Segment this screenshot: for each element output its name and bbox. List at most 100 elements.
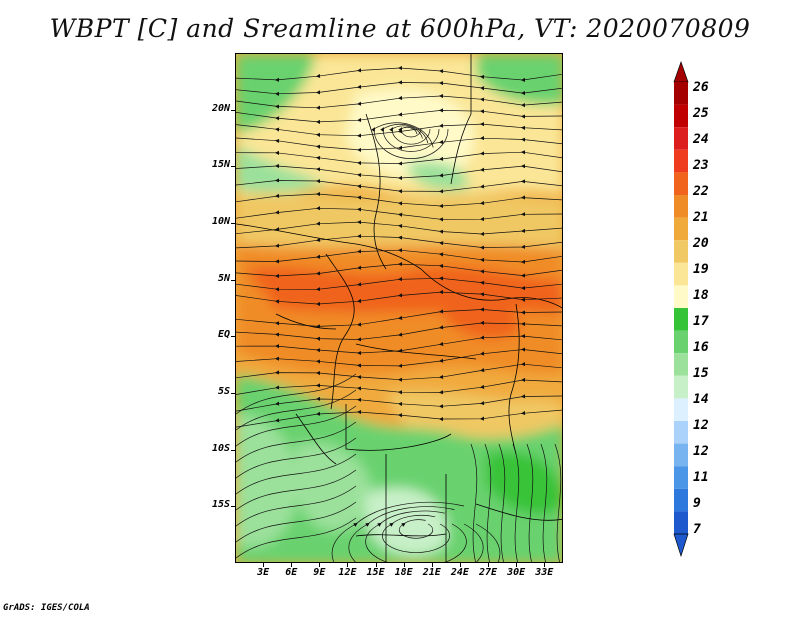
streamline <box>554 443 562 562</box>
colorbar-label: 16 <box>693 340 709 355</box>
streamline <box>236 150 562 166</box>
colorbar-label: 11 <box>693 470 709 485</box>
x-axis-tick <box>544 563 546 567</box>
y-axis-tick <box>231 506 235 508</box>
colorbar-swatch <box>674 217 688 241</box>
x-axis-tick <box>516 563 518 567</box>
colorbar-label: 9 <box>693 496 701 511</box>
colorbar-bottom-arrow <box>673 533 689 558</box>
x-axis-tick <box>291 563 293 567</box>
streamline <box>498 443 506 562</box>
streamline <box>236 485 357 527</box>
y-axis-label: 10S <box>211 442 230 454</box>
y-axis-label: 15N <box>211 159 230 171</box>
streamline <box>348 506 484 562</box>
x-axis-label: 15E <box>366 567 385 578</box>
colorbar-label: 17 <box>693 314 709 329</box>
streamline <box>236 289 562 307</box>
x-axis-label: 12E <box>338 567 357 578</box>
y-axis-tick <box>231 279 235 281</box>
colorbar-label: 18 <box>693 288 709 303</box>
x-axis-label: 27E <box>478 567 498 578</box>
streamline <box>236 248 562 265</box>
x-axis-label: 24E <box>450 567 469 578</box>
streamline <box>236 108 562 125</box>
streamline <box>470 443 478 562</box>
colorbar-label: 24 <box>693 132 709 147</box>
streamline <box>236 421 357 463</box>
x-axis-tick <box>319 563 321 567</box>
colorbar-swatch <box>674 285 688 308</box>
streamline <box>236 261 562 279</box>
streamline <box>371 122 449 159</box>
wbpt-streamline-map <box>236 54 562 562</box>
streamline <box>236 377 562 395</box>
streamline <box>236 437 357 479</box>
streamline <box>389 125 431 145</box>
colorbar-swatch <box>674 308 688 331</box>
streamline <box>236 405 357 447</box>
y-axis-tick <box>231 393 235 394</box>
x-axis-label: 18E <box>394 567 413 578</box>
streamline <box>484 443 492 562</box>
streamline <box>236 65 562 83</box>
x-axis-label: 3E <box>257 567 270 578</box>
streamline <box>236 136 562 153</box>
y-axis-tick <box>231 449 235 451</box>
streamline <box>512 443 520 562</box>
colorbar-label: 15 <box>693 366 709 381</box>
streamline <box>236 234 562 250</box>
y-axis-label: 5S <box>217 386 230 397</box>
y-axis-tick <box>231 223 235 224</box>
streamline <box>236 191 562 209</box>
streamline <box>236 453 357 495</box>
colorbar-swatch <box>674 353 688 376</box>
colorbar-swatch <box>674 330 688 354</box>
colorbar-swatch <box>674 398 688 421</box>
colorbar-swatch <box>674 127 688 150</box>
y-axis-tick <box>231 166 235 168</box>
colorbar-swatch <box>674 443 688 467</box>
colorbar-label: 12 <box>693 444 709 459</box>
colorbar-swatch <box>674 82 688 105</box>
streamline <box>526 443 534 562</box>
colorbar-label: 7 <box>693 522 701 537</box>
x-axis-tick <box>459 563 461 567</box>
y-axis-tick <box>231 336 235 338</box>
x-axis-label: 21E <box>422 567 441 578</box>
colorbar-label: 20 <box>693 236 709 251</box>
streamlines <box>236 65 562 562</box>
streamline <box>236 178 562 194</box>
x-axis-label: 6E <box>285 567 298 578</box>
streamline <box>236 163 562 181</box>
colorbar-swatch <box>674 240 688 263</box>
colorbar-swatch <box>674 466 688 489</box>
streamline <box>236 389 357 431</box>
streamline <box>236 501 357 543</box>
streamline <box>398 127 422 138</box>
colorbar-label: 14 <box>693 392 709 407</box>
chart-title: WBPT [C] and Sreamline at 600hPa, VT: 20… <box>49 14 751 43</box>
streamline <box>398 519 434 539</box>
colorbar-swatch <box>674 375 688 399</box>
map-panel <box>235 53 563 563</box>
x-axis-tick <box>263 563 265 567</box>
x-axis-tick <box>488 563 490 567</box>
colorbar-swatch <box>674 488 688 512</box>
streamline <box>365 510 467 562</box>
streamline <box>236 220 562 237</box>
colorbar-swatch <box>674 104 688 128</box>
streamline <box>236 394 562 412</box>
y-axis-tick <box>231 109 235 111</box>
streamline <box>236 80 562 96</box>
y-axis-label: 10N <box>211 216 230 227</box>
y-axis-label: 5N <box>217 272 230 284</box>
colorbar-swatch <box>674 511 688 534</box>
colorbar-label: 12 <box>693 418 709 433</box>
streamline <box>236 93 562 110</box>
colorbar-label: 23 <box>693 158 709 173</box>
streamline <box>236 276 562 292</box>
x-axis-tick <box>375 563 377 567</box>
streamline <box>380 123 440 152</box>
x-axis-label: 30E <box>507 567 526 578</box>
